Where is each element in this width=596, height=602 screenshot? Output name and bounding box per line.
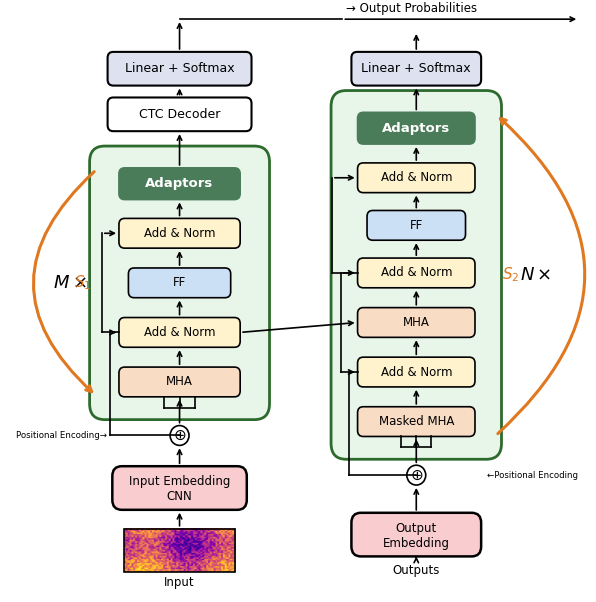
Text: $\oplus$: $\oplus$ (173, 428, 186, 443)
Text: Outputs: Outputs (393, 564, 440, 577)
FancyBboxPatch shape (367, 211, 465, 240)
Text: Add & Norm: Add & Norm (144, 326, 215, 339)
Text: $N\times$: $N\times$ (520, 266, 551, 284)
FancyBboxPatch shape (352, 513, 481, 556)
FancyBboxPatch shape (89, 146, 269, 420)
Text: FF: FF (409, 219, 423, 232)
Text: FF: FF (173, 276, 186, 290)
Text: $M\times$: $M\times$ (53, 274, 86, 292)
Text: CNN: CNN (167, 490, 193, 503)
Text: $S_2$: $S_2$ (502, 265, 520, 284)
FancyBboxPatch shape (119, 219, 240, 248)
FancyBboxPatch shape (128, 268, 231, 298)
FancyBboxPatch shape (358, 258, 475, 288)
Text: Masked MHA: Masked MHA (378, 415, 454, 428)
Text: Add & Norm: Add & Norm (380, 171, 452, 184)
Text: Add & Norm: Add & Norm (380, 365, 452, 379)
Text: $S_1$: $S_1$ (74, 273, 92, 292)
FancyBboxPatch shape (358, 407, 475, 436)
Text: Positional Encoding→: Positional Encoding→ (15, 431, 107, 440)
Circle shape (170, 426, 189, 445)
Text: $\oplus$: $\oplus$ (409, 468, 423, 483)
Text: Linear + Softmax: Linear + Softmax (361, 62, 471, 75)
Text: CTC Decoder: CTC Decoder (139, 108, 221, 121)
Text: Add & Norm: Add & Norm (144, 227, 215, 240)
Text: Adaptors: Adaptors (382, 122, 451, 135)
FancyBboxPatch shape (108, 98, 252, 131)
Text: Input: Input (164, 576, 195, 589)
Bar (124, 529, 235, 573)
Text: Adaptors: Adaptors (145, 177, 214, 190)
FancyBboxPatch shape (119, 168, 240, 200)
Text: Embedding: Embedding (383, 537, 450, 550)
Circle shape (407, 465, 426, 485)
FancyBboxPatch shape (112, 466, 247, 510)
FancyBboxPatch shape (358, 308, 475, 337)
Text: Input Embedding: Input Embedding (129, 475, 230, 488)
Text: MHA: MHA (166, 376, 193, 388)
FancyBboxPatch shape (358, 163, 475, 193)
FancyBboxPatch shape (352, 52, 481, 85)
Text: Add & Norm: Add & Norm (380, 267, 452, 279)
Text: MHA: MHA (403, 316, 430, 329)
Text: → Output Probabilities: → Output Probabilities (346, 2, 477, 15)
Text: ←Positional Encoding: ←Positional Encoding (488, 471, 578, 480)
Text: Linear + Softmax: Linear + Softmax (125, 62, 234, 75)
FancyBboxPatch shape (331, 90, 501, 459)
FancyBboxPatch shape (119, 317, 240, 347)
FancyBboxPatch shape (358, 357, 475, 387)
Text: Output: Output (396, 521, 437, 535)
FancyBboxPatch shape (108, 52, 252, 85)
FancyBboxPatch shape (119, 367, 240, 397)
FancyBboxPatch shape (358, 113, 475, 144)
